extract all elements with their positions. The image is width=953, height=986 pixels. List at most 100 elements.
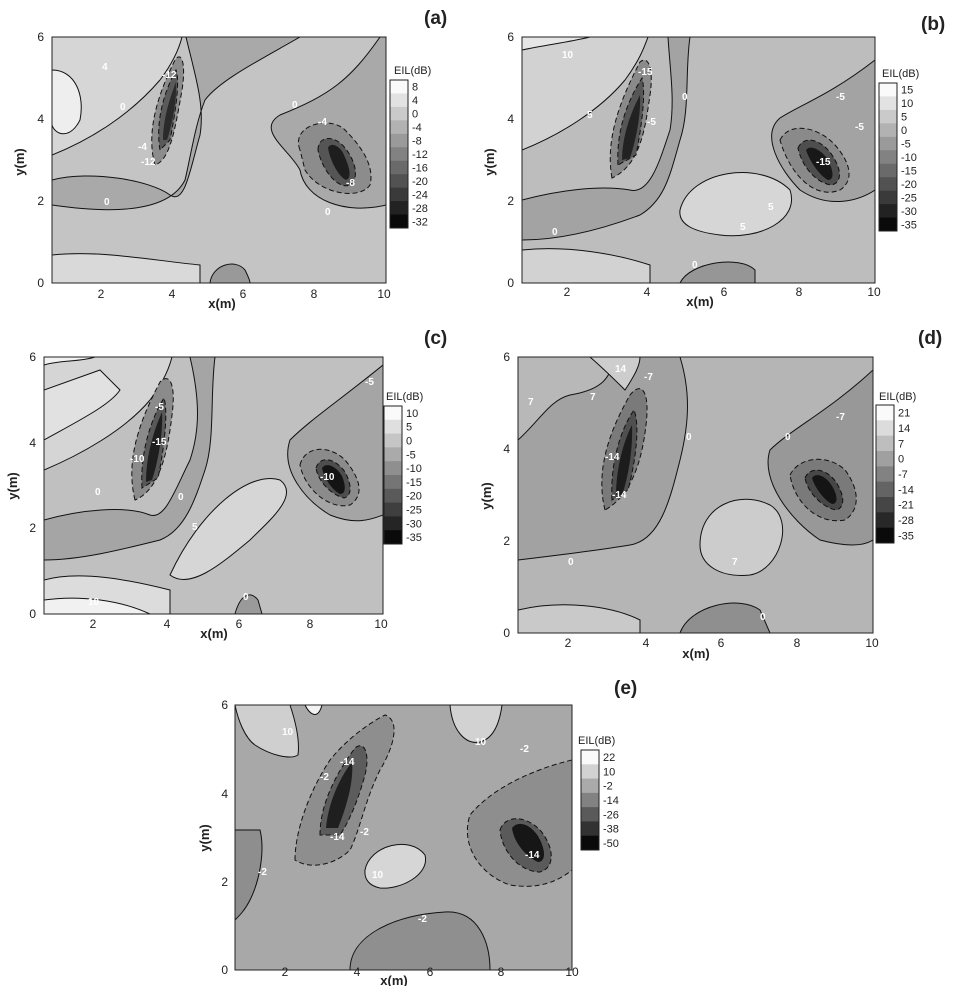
svg-text:10: 10 <box>282 727 294 738</box>
legend-swatch <box>876 512 894 529</box>
contour-field-b: 10 5 -15 -5 0 -5 -5 5 5 0 -15 0 <box>522 37 875 283</box>
svg-text:-15: -15 <box>816 157 831 168</box>
svg-text:-5: -5 <box>365 377 374 388</box>
legend-level-label: -25 <box>406 505 422 517</box>
legend-border <box>383 405 403 545</box>
xtick-c-2: 2 <box>90 617 97 631</box>
legend-swatch <box>581 778 599 794</box>
legend-level-label: -30 <box>406 518 422 530</box>
svg-text:0: 0 <box>785 432 791 443</box>
legend-swatch <box>390 80 408 94</box>
svg-text:-4: -4 <box>138 142 147 153</box>
svg-text:-14: -14 <box>330 832 345 843</box>
legend-level-label: -15 <box>901 165 917 177</box>
legend-swatch <box>581 835 599 851</box>
panel-label-d: (d) <box>918 328 942 349</box>
legend-swatch <box>390 160 408 175</box>
ytick-d-0: 0 <box>503 626 510 640</box>
legend-level-label: 0 <box>406 436 412 448</box>
legend-swatch <box>876 451 894 467</box>
ytick-d-6: 6 <box>503 350 510 364</box>
svg-text:-14: -14 <box>525 850 540 861</box>
legend-level-label: 7 <box>898 438 904 450</box>
xtick-c-8: 8 <box>307 617 314 631</box>
legend-title-e: EIL(dB) <box>578 735 615 747</box>
svg-text:-5: -5 <box>647 117 656 128</box>
legend-level-label: -24 <box>412 189 428 201</box>
svg-text:-10: -10 <box>320 472 335 483</box>
svg-text:5: 5 <box>768 202 774 213</box>
panel-label-a: (a) <box>424 8 447 29</box>
ytick-b-0: 0 <box>507 276 514 290</box>
legend-level-label: 0 <box>412 109 418 121</box>
legend-level-label: -10 <box>901 152 917 164</box>
panel-b: (b) 10 5 -15 -5 0 -5 -5 5 5 0 - <box>482 14 945 309</box>
legend-title-b: EIL(dB) <box>882 68 919 80</box>
ytick-c-0: 0 <box>29 607 36 621</box>
legend-swatch <box>879 150 897 165</box>
legend-level-label: 0 <box>898 454 904 466</box>
svg-text:10: 10 <box>475 737 487 748</box>
legend-c: 10 5 0-5 -10 -15 -20 -25-30 -35 <box>383 405 422 545</box>
legend-level-label: -28 <box>412 203 428 215</box>
legend-swatch <box>879 109 897 124</box>
svg-text:-2: -2 <box>360 827 369 838</box>
svg-text:5: 5 <box>740 222 746 233</box>
ylabel-a: y(m) <box>12 148 27 175</box>
legend-title-a: EIL(dB) <box>394 65 431 77</box>
svg-text:-4: -4 <box>318 117 327 128</box>
legend-swatch <box>384 530 402 545</box>
legend-border <box>875 404 895 544</box>
legend-swatch <box>876 466 894 483</box>
contour-field-d: 14 7 -7 -14 -14 0 7 0 0 -7 7 0 <box>518 357 873 633</box>
legend-swatch <box>384 447 402 462</box>
ytick-d-2: 2 <box>503 534 510 548</box>
xtick-d-8: 8 <box>794 636 801 650</box>
ytick-a-0: 0 <box>37 276 44 290</box>
legend-level-label: 15 <box>901 85 913 97</box>
legend-level-label: -10 <box>406 463 422 475</box>
legend-swatch <box>876 527 894 544</box>
legend-level-label: -7 <box>898 469 908 481</box>
legend-swatch <box>879 83 897 97</box>
svg-text:4: 4 <box>102 62 108 73</box>
legend-swatch <box>384 516 402 531</box>
panel-label-e: (e) <box>614 678 637 699</box>
svg-text:0: 0 <box>104 197 110 208</box>
legend-title-d: EIL(dB) <box>879 391 916 403</box>
ytick-e-6: 6 <box>221 698 228 712</box>
ytick-a-2: 2 <box>37 194 44 208</box>
panel-a: (a) 4 0 -12 -4 -12 0 -4 -8 0 0 <box>12 8 447 311</box>
svg-text:7: 7 <box>590 392 596 403</box>
xtick-a-4: 4 <box>169 287 176 301</box>
ytick-c-6: 6 <box>29 350 36 364</box>
svg-text:14: 14 <box>615 364 627 375</box>
legend-level-label: -20 <box>406 491 422 503</box>
svg-text:0: 0 <box>686 432 692 443</box>
svg-text:-5: -5 <box>836 92 845 103</box>
svg-text:0: 0 <box>292 100 298 111</box>
svg-text:7: 7 <box>732 557 738 568</box>
xtick-b-6: 6 <box>721 285 728 299</box>
legend-a: 84 0-4 -8-12-16 -20-24 -28-32 <box>389 79 428 229</box>
legend-swatch <box>581 750 599 765</box>
legend-level-label: -35 <box>901 219 917 231</box>
legend-swatch <box>384 433 402 448</box>
svg-text:0: 0 <box>325 207 331 218</box>
legend-swatch <box>581 764 599 780</box>
xlabel-a: x(m) <box>208 296 235 311</box>
ylabel-d: y(m) <box>479 482 494 509</box>
legend-level-label: -14 <box>603 795 619 807</box>
panel-label-c: (c) <box>424 328 447 349</box>
xtick-b-10: 10 <box>867 285 881 299</box>
legend-swatch <box>581 821 599 837</box>
legend-swatch <box>390 214 408 229</box>
svg-text:-14: -14 <box>340 757 355 768</box>
svg-text:-2: -2 <box>418 914 427 925</box>
svg-text:-5: -5 <box>155 402 164 413</box>
svg-text:0: 0 <box>760 612 766 623</box>
legend-level-label: -32 <box>412 216 428 228</box>
xtick-a-2: 2 <box>98 287 105 301</box>
xtick-e-4: 4 <box>354 965 361 979</box>
